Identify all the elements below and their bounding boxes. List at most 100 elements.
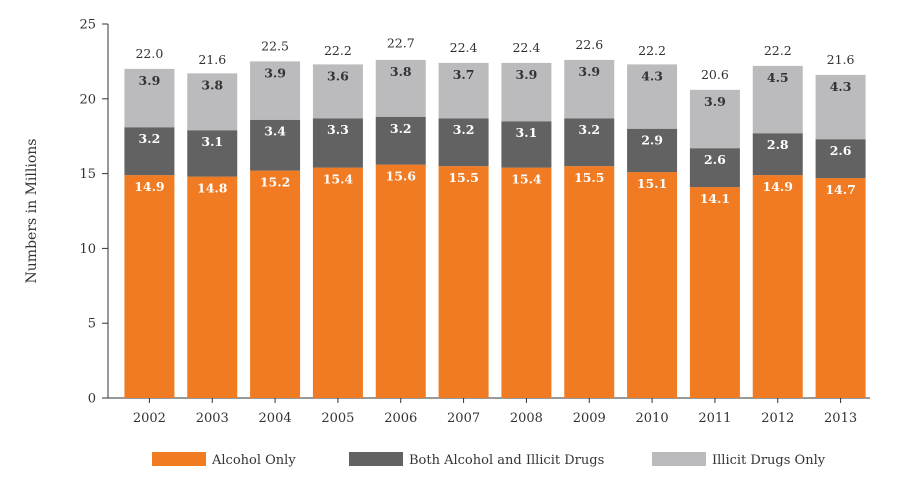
data-label: 3.9	[516, 67, 538, 82]
total-label: 21.6	[827, 52, 855, 67]
legend-swatch	[349, 452, 403, 466]
data-label: 3.2	[390, 121, 412, 136]
bar-segment	[187, 73, 238, 131]
bar-segment	[438, 166, 489, 398]
y-tick-label: 25	[79, 18, 96, 33]
data-label: 14.9	[134, 179, 164, 194]
data-label: 3.4	[264, 124, 286, 139]
bar-segment	[752, 65, 803, 134]
total-label: 22.6	[575, 37, 603, 52]
y-tick-label: 5	[88, 317, 96, 332]
bar-segment	[627, 172, 678, 398]
bar-segment	[187, 176, 238, 398]
data-label: 3.9	[704, 94, 726, 109]
data-label: 14.1	[700, 191, 730, 206]
data-label: 3.8	[390, 64, 412, 79]
legend-swatch	[152, 452, 206, 466]
bar-segment	[312, 64, 363, 119]
total-label: 22.5	[261, 38, 289, 53]
data-label: 2.6	[830, 143, 852, 158]
bar-segment	[375, 116, 426, 165]
bar-segment	[438, 62, 489, 119]
data-label: 14.7	[825, 182, 855, 197]
x-tick-label: 2004	[259, 411, 292, 426]
data-label: 3.1	[201, 134, 223, 149]
bar-segment	[250, 61, 301, 120]
data-label: 15.4	[323, 172, 354, 187]
legend-label: Both Alcohol and Illicit Drugs	[409, 453, 604, 468]
data-label: 3.7	[453, 67, 475, 82]
data-label: 2.6	[704, 152, 726, 167]
bar-segment	[438, 118, 489, 167]
x-tick-label: 2009	[573, 411, 606, 426]
bar-segment	[501, 121, 552, 168]
bar-segment	[312, 167, 363, 398]
legend-swatch	[652, 452, 706, 466]
total-label: 22.7	[387, 35, 415, 50]
data-label: 15.5	[574, 170, 604, 185]
bar-segment	[815, 139, 866, 179]
bar-segment	[564, 166, 615, 398]
data-label: 3.8	[201, 77, 223, 92]
bar-segment	[627, 64, 678, 129]
data-label: 4.5	[767, 70, 789, 85]
bar-segment	[375, 164, 426, 398]
bar-segment	[815, 178, 866, 398]
total-label: 22.2	[638, 43, 666, 58]
data-label: 3.2	[453, 122, 475, 137]
data-label: 3.9	[139, 73, 161, 88]
bar-segment	[564, 118, 615, 167]
total-label: 22.4	[450, 40, 478, 55]
data-label: 2.8	[767, 137, 789, 152]
bar-segment	[815, 74, 866, 140]
x-tick-label: 2013	[824, 411, 857, 426]
total-label: 20.6	[701, 67, 729, 82]
data-label: 2.9	[641, 133, 663, 148]
data-label: 3.9	[578, 64, 600, 79]
x-tick-label: 2007	[447, 411, 480, 426]
bar-segment	[689, 89, 740, 149]
bar-segment	[501, 62, 552, 122]
data-label: 15.6	[386, 169, 417, 184]
bar-segment	[312, 118, 363, 168]
y-axis-title: Numbers in Millions	[24, 139, 40, 284]
data-label: 4.3	[641, 68, 663, 83]
x-tick-label: 2005	[321, 411, 354, 426]
bar-segment	[627, 128, 678, 173]
total-label: 22.2	[324, 43, 352, 58]
legend-label: Illicit Drugs Only	[712, 453, 826, 468]
bar-segment	[564, 59, 615, 119]
bar-segment	[124, 175, 175, 398]
data-label: 3.1	[516, 125, 538, 140]
data-label: 15.4	[511, 172, 542, 187]
data-label: 3.2	[139, 131, 161, 146]
y-tick-label: 15	[79, 167, 96, 182]
x-tick-label: 2003	[196, 411, 229, 426]
bar-segment	[689, 187, 740, 398]
data-label: 15.2	[260, 175, 290, 190]
bar-segment	[124, 127, 175, 176]
x-tick-label: 2006	[384, 411, 417, 426]
legend-label: Alcohol Only	[211, 453, 296, 468]
total-label: 22.2	[764, 43, 792, 58]
data-label: 14.8	[197, 181, 228, 196]
data-label: 15.5	[448, 170, 478, 185]
x-tick-label: 2008	[510, 411, 543, 426]
bar-segment	[250, 119, 301, 171]
data-label: 4.3	[830, 79, 852, 94]
bar-segment	[689, 148, 740, 188]
total-label: 21.6	[198, 52, 226, 67]
y-tick-label: 0	[88, 392, 96, 407]
data-label: 15.1	[637, 176, 667, 191]
bar-segment	[752, 133, 803, 176]
x-tick-label: 2010	[636, 411, 669, 426]
data-label: 3.2	[578, 122, 600, 137]
bar-segment	[250, 170, 301, 398]
x-tick-label: 2011	[698, 411, 731, 426]
bar-segment	[124, 68, 175, 128]
data-label: 3.9	[264, 65, 286, 80]
total-label: 22.4	[512, 40, 540, 55]
data-label: 14.9	[763, 179, 793, 194]
